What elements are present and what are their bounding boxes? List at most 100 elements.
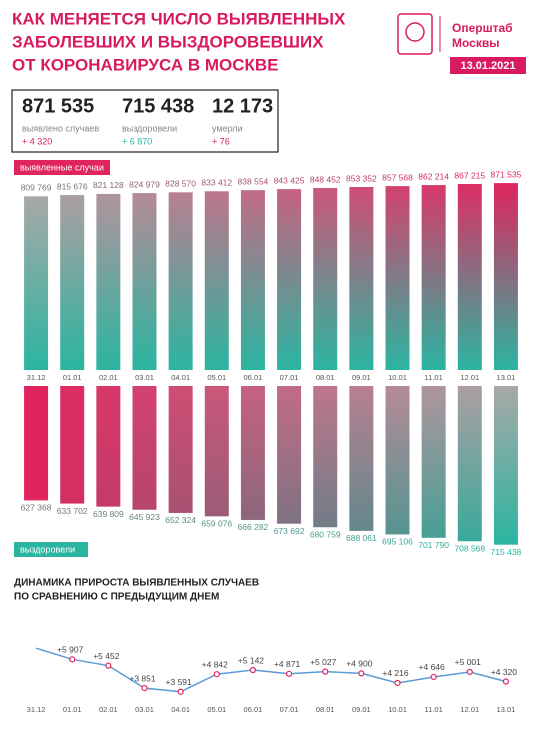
x-tick-label: 03.01 — [135, 373, 154, 382]
value-label: +4 320 — [491, 667, 518, 677]
value-label: 809 769 — [21, 183, 52, 193]
value-label: 862 214 — [418, 171, 449, 181]
bar — [457, 184, 482, 370]
line-title: ДИНАМИКА ПРИРОСТА ВЫЯВЛЕННЫХ СЛУЧАЕВ — [14, 578, 259, 589]
value-label: 673 692 — [274, 526, 305, 536]
x-tick-label: 06.01 — [244, 705, 263, 714]
bar — [277, 189, 302, 370]
value-label: 871 535 — [491, 169, 522, 179]
x-tick-label: 09.01 — [352, 373, 371, 382]
logo: Оперштаб Москвы — [397, 13, 513, 55]
value-label: +5 027 — [310, 657, 337, 667]
legend-pill — [14, 160, 110, 175]
value-label: 824 979 — [129, 179, 160, 189]
stat-number: 715 438 — [122, 95, 194, 117]
point — [177, 688, 184, 695]
value-label: 838 554 — [238, 176, 269, 186]
value-label: 828 570 — [165, 179, 196, 189]
bar — [96, 386, 121, 507]
x-tick-label: 13.01 — [497, 705, 516, 714]
bar — [313, 188, 338, 370]
value-label: +5 001 — [455, 657, 482, 667]
value-label: 633 702 — [57, 506, 88, 516]
value-label: +3 851 — [129, 673, 156, 683]
x-tick-label: 05.01 — [207, 705, 226, 714]
value-label: +5 142 — [238, 655, 265, 665]
value-label: 688 061 — [346, 533, 377, 543]
x-tick-label: 01.01 — [63, 373, 82, 382]
title-line: КАК МЕНЯЕТСЯ ЧИСЛО ВЫЯВЛЕННЫХ — [12, 9, 346, 28]
bar — [240, 190, 265, 370]
x-tick-label: 01.01 — [63, 705, 82, 714]
bar — [493, 183, 518, 370]
line — [35, 647, 507, 693]
value-label: 843 425 — [274, 175, 305, 185]
bar — [421, 386, 446, 538]
legend-pill — [14, 542, 88, 557]
value-label: 645 923 — [129, 512, 160, 522]
stat-label: выздоровели — [122, 123, 177, 133]
line-title: ПО СРАВНЕНИЮ С ПРЕДЫДУЩИМ ДНЕМ — [14, 592, 219, 603]
stat-delta: + 4 320 — [22, 136, 52, 146]
x-tick-label: 07.01 — [280, 373, 299, 382]
value-label: +4 216 — [382, 668, 409, 678]
point — [249, 666, 257, 674]
value-label: 639 809 — [93, 509, 124, 519]
bar — [457, 386, 482, 542]
x-tick-label: 05.01 — [207, 373, 226, 382]
point — [69, 656, 76, 663]
value-label: +5 452 — [93, 651, 120, 661]
x-tick-label: 13.01 — [497, 373, 516, 382]
point — [322, 668, 329, 675]
x-tick-label: 03.01 — [135, 705, 154, 714]
value-label: 848 452 — [310, 174, 341, 184]
value-label: 652 324 — [165, 515, 196, 525]
bar — [240, 386, 265, 520]
x-tick-label: 11.01 — [425, 705, 443, 714]
logo-emblem — [397, 13, 433, 55]
bar — [24, 196, 49, 370]
value-label: 867 215 — [454, 170, 485, 180]
value-label: 701 790 — [418, 540, 449, 550]
value-label: 715 438 — [491, 547, 522, 557]
value-label: +4 646 — [419, 662, 446, 672]
stat-delta: + 6 870 — [122, 136, 152, 146]
point — [105, 662, 112, 669]
bar — [493, 386, 518, 545]
title-line: ОТ КОРОНАВИРУСА В МОСКВЕ — [12, 55, 279, 74]
x-tick-label: 10.01 — [388, 705, 407, 714]
bar — [204, 386, 229, 517]
value-label: 708 568 — [454, 543, 485, 553]
bar — [132, 386, 157, 510]
bar — [168, 192, 193, 370]
title-line: ЗАБОЛЕВШИХ И ВЫЗДОРОВЕВШИХ — [12, 32, 324, 51]
date: 13.01.2021 — [460, 60, 515, 72]
value-label: 833 412 — [201, 178, 232, 188]
bar — [96, 193, 121, 370]
stats-box — [11, 89, 279, 153]
bar — [313, 386, 338, 528]
chart-label: выявленные случаи — [20, 162, 104, 172]
x-tick-label: 08.01 — [316, 373, 335, 382]
x-tick-label: 08.01 — [316, 705, 335, 714]
value-label: 680 759 — [310, 529, 341, 539]
x-tick-label: 06.01 — [244, 373, 263, 382]
stat-number: 12 173 — [212, 95, 273, 117]
value-label: 821 128 — [93, 180, 124, 190]
value-label: +4 900 — [346, 659, 373, 669]
point — [430, 673, 437, 681]
point — [394, 679, 401, 687]
x-tick-label: 04.01 — [171, 705, 190, 714]
value-label: 659 076 — [201, 519, 232, 529]
chart-label: выздоровели — [20, 544, 75, 554]
stat-label: умерли — [212, 123, 243, 133]
bar — [132, 193, 157, 370]
bar — [421, 185, 446, 370]
stat-number: 871 535 — [22, 95, 94, 117]
date-badge — [450, 57, 526, 74]
x-tick-label: 02.01 — [99, 373, 118, 382]
point — [502, 678, 510, 685]
value-label: 853 352 — [346, 173, 377, 183]
bar — [168, 386, 193, 513]
